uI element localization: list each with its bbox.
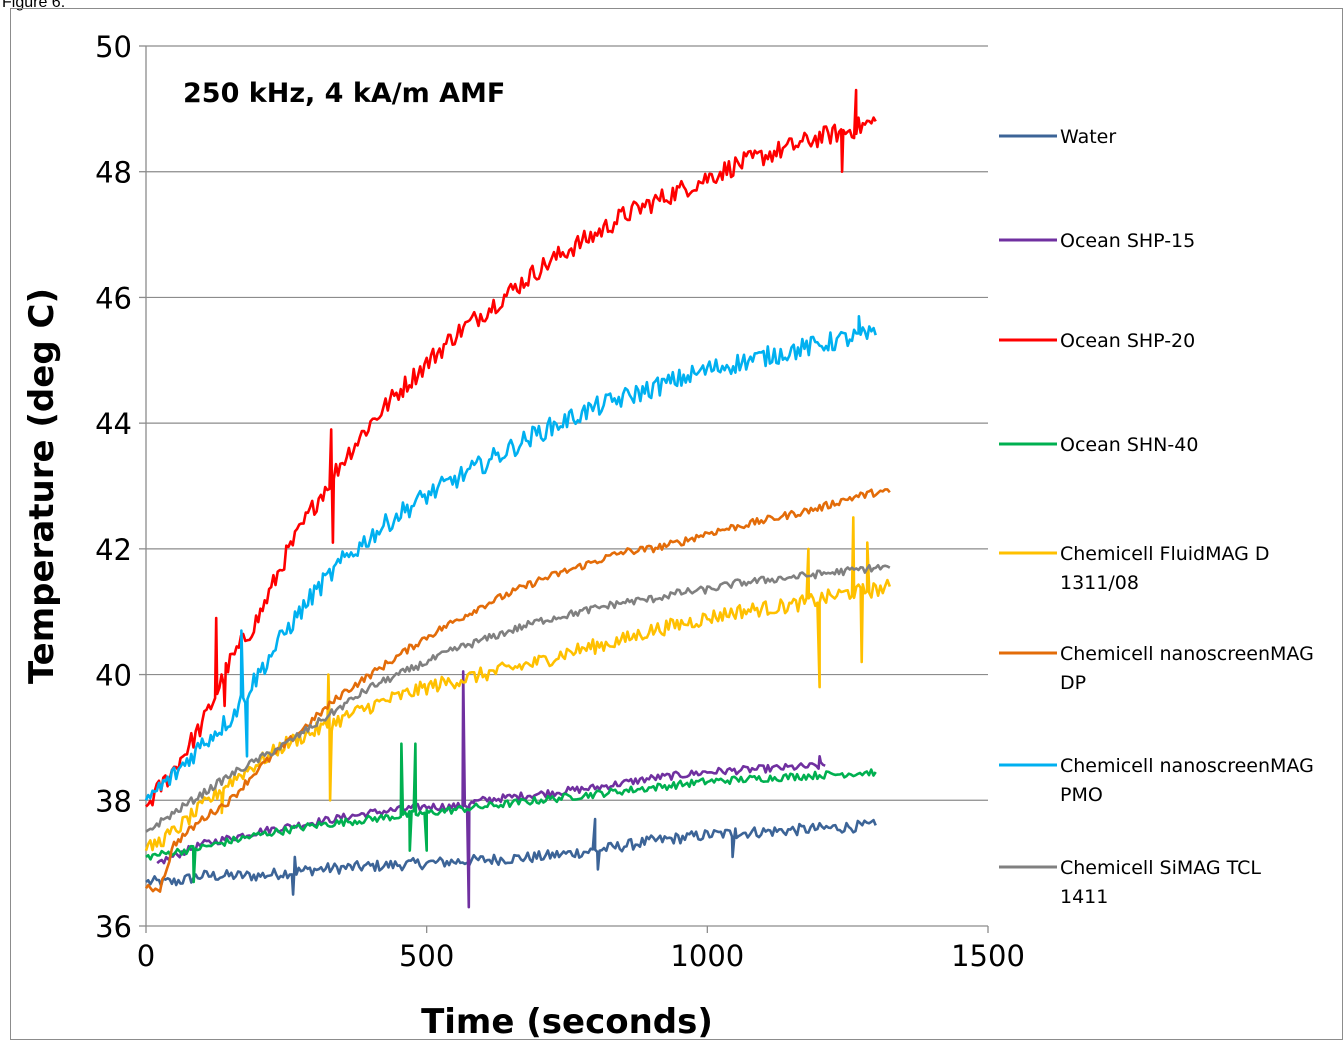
series-line bbox=[144, 315, 877, 801]
axes bbox=[139, 45, 989, 933]
y-tick-label: 50 bbox=[95, 30, 132, 64]
x-tick-label: 500 bbox=[399, 939, 454, 973]
x-tick-label: 1000 bbox=[670, 939, 744, 973]
legend-label: PMO bbox=[1060, 784, 1103, 806]
series-group bbox=[144, 88, 892, 909]
series-line bbox=[145, 88, 877, 808]
y-axis-label: Temperature (deg C) bbox=[22, 288, 62, 684]
y-tick-label: 48 bbox=[95, 156, 132, 190]
x-tick-label: 0 bbox=[137, 939, 155, 973]
legend-label: DP bbox=[1060, 672, 1086, 694]
x-tick-label: 1500 bbox=[951, 939, 1025, 973]
figure-label: Figure 6. bbox=[2, 0, 66, 11]
legend-label: Water bbox=[1060, 126, 1116, 148]
legend-label: Chemicell SiMAG TCL bbox=[1060, 857, 1261, 879]
legend: Water Ocean SHP-15 Ocean SHP-20 Ocean SHN-4… bbox=[999, 126, 1314, 908]
y-tick-label: 46 bbox=[95, 281, 132, 315]
y-tick-label: 36 bbox=[95, 910, 132, 944]
legend-label: Chemicell nanoscreenMAG bbox=[1060, 755, 1314, 777]
y-tick-label: 40 bbox=[95, 659, 132, 693]
series-line bbox=[145, 817, 877, 896]
chart-annotation: 250 kHz, 4 kA/m AMF bbox=[183, 78, 505, 109]
legend-label: 1411 bbox=[1060, 886, 1108, 908]
x-axis-label: Time (seconds) bbox=[421, 1002, 713, 1040]
legend-label: Ocean SHN-40 bbox=[1060, 434, 1198, 456]
y-tick-label: 42 bbox=[95, 533, 132, 567]
legend-label: Chemicell nanoscreenMAG bbox=[1060, 643, 1314, 665]
legend-label: 1311/08 bbox=[1060, 572, 1139, 594]
y-tick-label: 38 bbox=[95, 784, 132, 818]
series-line bbox=[145, 742, 877, 884]
y-tick-label: 44 bbox=[95, 407, 132, 441]
legend-label: Ocean SHP-15 bbox=[1060, 230, 1195, 252]
series-line bbox=[145, 564, 891, 833]
legend-label: Ocean SHP-20 bbox=[1060, 330, 1195, 352]
series-line bbox=[156, 670, 826, 909]
legend-label: Chemicell FluidMAG D bbox=[1060, 543, 1270, 565]
